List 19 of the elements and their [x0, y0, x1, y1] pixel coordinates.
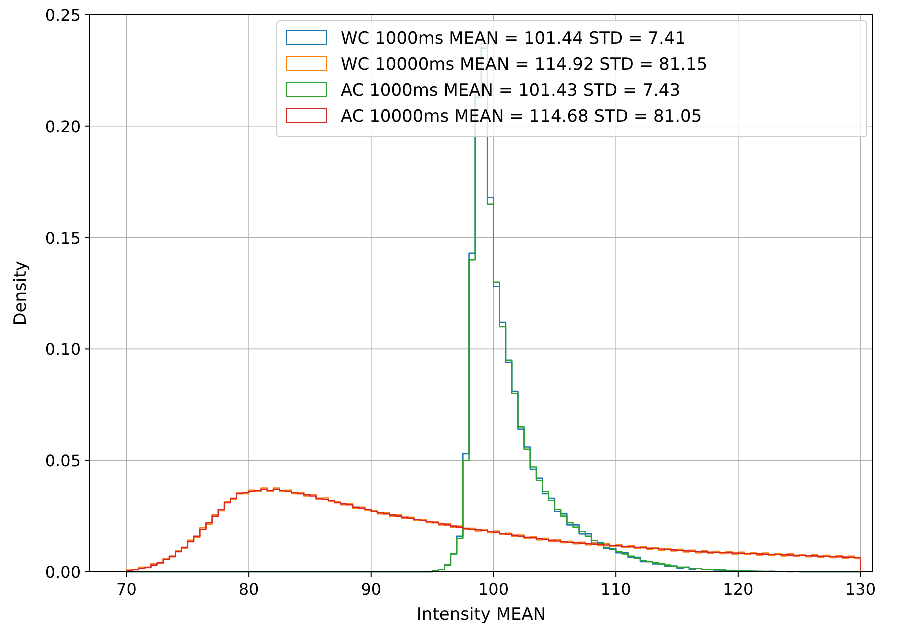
legend-label: AC 10000ms MEAN = 114.68 STD = 81.05 — [341, 107, 702, 127]
x-tick-label: 90 — [361, 580, 382, 599]
y-tick-label: 0.10 — [45, 340, 81, 360]
legend-label: WC 10000ms MEAN = 114.92 STD = 81.15 — [341, 55, 708, 75]
x-tick-label: 110 — [600, 580, 632, 599]
x-tick-label: 120 — [723, 580, 754, 599]
x-tick-label: 80 — [238, 580, 260, 599]
x-tick-label: 100 — [478, 580, 510, 599]
y-tick-label: 0.00 — [45, 563, 81, 582]
y-tick-label: 0.25 — [45, 6, 81, 25]
legend-label: WC 1000ms MEAN = 101.44 STD = 7.41 — [341, 29, 686, 49]
y-tick-label: 0.05 — [45, 452, 81, 471]
x-tick-label: 130 — [845, 580, 876, 599]
x-axis-title: Intensity MEAN — [416, 605, 546, 625]
y-tick-label: 0.15 — [45, 228, 81, 248]
x-tick-label: 70 — [116, 580, 137, 599]
legend-label: AC 1000ms MEAN = 101.43 STD = 7.43 — [341, 81, 681, 101]
y-axis-title: Density — [11, 261, 31, 326]
y-tick-label: 0.20 — [45, 117, 81, 136]
